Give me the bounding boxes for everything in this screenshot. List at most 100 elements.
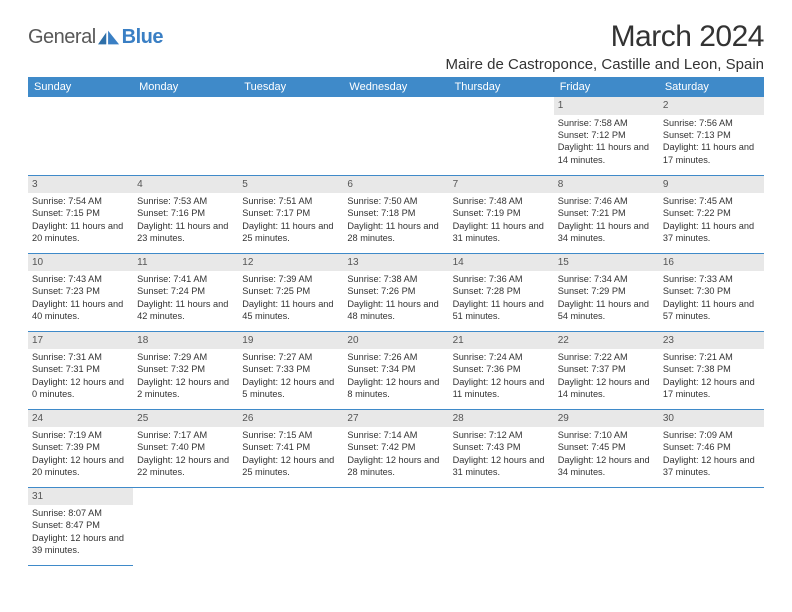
daylight: Daylight: 12 hours and 34 minutes. [558,454,655,479]
day-info: Sunrise: 7:15 AMSunset: 7:41 PMDaylight:… [238,429,343,481]
sails-icon [98,30,120,46]
calendar-week: 3Sunrise: 7:54 AMSunset: 7:15 PMDaylight… [28,175,764,253]
day-number: 29 [554,410,659,428]
day-info: Sunrise: 7:41 AMSunset: 7:24 PMDaylight:… [133,273,238,325]
day-info: Sunrise: 7:10 AMSunset: 7:45 PMDaylight:… [554,429,659,481]
calendar-day: 6Sunrise: 7:50 AMSunset: 7:18 PMDaylight… [343,175,448,253]
day-info: Sunrise: 7:21 AMSunset: 7:38 PMDaylight:… [659,351,764,403]
location: Maire de Castroponce, Castille and Leon,… [445,56,764,73]
calendar-day: 26Sunrise: 7:15 AMSunset: 7:41 PMDayligh… [238,409,343,487]
calendar-day: 21Sunrise: 7:24 AMSunset: 7:36 PMDayligh… [449,331,554,409]
daylight: Daylight: 11 hours and 37 minutes. [663,220,760,245]
month-title: March 2024 [445,20,764,54]
day-info: Sunrise: 7:53 AMSunset: 7:16 PMDaylight:… [133,195,238,247]
calendar-day: 31Sunrise: 8:07 AMSunset: 8:47 PMDayligh… [28,487,133,565]
day-info: Sunrise: 7:14 AMSunset: 7:42 PMDaylight:… [343,429,448,481]
day-info: Sunrise: 7:56 AMSunset: 7:13 PMDaylight:… [659,117,764,169]
daylight: Daylight: 12 hours and 5 minutes. [242,376,339,401]
calendar-empty [659,487,764,565]
calendar-day: 17Sunrise: 7:31 AMSunset: 7:31 PMDayligh… [28,331,133,409]
sunset: Sunset: 7:15 PM [32,207,129,219]
calendar-day: 1 Sunrise: 7:58 AMSunset: 7:12 PMDaylight… [554,97,659,175]
day-number: 10 [28,254,133,272]
sunrise: Sunrise: 7:58 AM [558,117,655,129]
sunset: Sunset: 7:40 PM [137,441,234,453]
daylight: Daylight: 11 hours and 25 minutes. [242,220,339,245]
sunset: Sunset: 7:37 PM [558,363,655,375]
day-number: 31 [28,488,133,506]
day-info: Sunrise: 7:38 AMSunset: 7:26 PMDaylight:… [343,273,448,325]
sunrise: Sunrise: 7:38 AM [347,273,444,285]
sunrise: Sunrise: 7:39 AM [242,273,339,285]
daylight: Daylight: 12 hours and 17 minutes. [663,376,760,401]
daylight: Daylight: 11 hours and 34 minutes. [558,220,655,245]
sunrise: Sunrise: 7:17 AM [137,429,234,441]
daylight: Daylight: 11 hours and 23 minutes. [137,220,234,245]
sunset: Sunset: 7:12 PM [558,129,655,141]
sunrise: Sunrise: 7:53 AM [137,195,234,207]
day-info: Sunrise: 7:26 AMSunset: 7:34 PMDaylight:… [343,351,448,403]
calendar-day: 19Sunrise: 7:27 AMSunset: 7:33 PMDayligh… [238,331,343,409]
day-info: Sunrise: 7:43 AMSunset: 7:23 PMDaylight:… [28,273,133,325]
calendar-day: 2 Sunrise: 7:56 AMSunset: 7:13 PMDaylight… [659,97,764,175]
calendar-week: 17Sunrise: 7:31 AMSunset: 7:31 PMDayligh… [28,331,764,409]
calendar-empty [238,487,343,565]
title-block: March 2024 Maire de Castroponce, Castill… [445,20,764,73]
calendar-empty [449,487,554,565]
sunset: Sunset: 7:29 PM [558,285,655,297]
daylight: Daylight: 11 hours and 31 minutes. [453,220,550,245]
calendar-empty [449,97,554,175]
day-number: 9 [659,176,764,194]
sunrise: Sunrise: 7:36 AM [453,273,550,285]
day-header: Saturday [659,77,764,97]
sunrise: Sunrise: 7:09 AM [663,429,760,441]
day-number: 14 [449,254,554,272]
sunrise: Sunrise: 7:33 AM [663,273,760,285]
sunset: Sunset: 7:45 PM [558,441,655,453]
calendar-day: 8Sunrise: 7:46 AMSunset: 7:21 PMDaylight… [554,175,659,253]
day-number: 12 [238,254,343,272]
header-row: General Blue March 2024 Maire de Castrop… [28,20,764,73]
day-info: Sunrise: 7:45 AMSunset: 7:22 PMDaylight:… [659,195,764,247]
sunset: Sunset: 7:19 PM [453,207,550,219]
sunrise: Sunrise: 7:48 AM [453,195,550,207]
daylight: Daylight: 12 hours and 25 minutes. [242,454,339,479]
calendar-empty [238,97,343,175]
daylight: Daylight: 12 hours and 11 minutes. [453,376,550,401]
daylight: Daylight: 11 hours and 57 minutes. [663,298,760,323]
daylight: Daylight: 11 hours and 17 minutes. [663,141,760,166]
day-info: Sunrise: 7:34 AMSunset: 7:29 PMDaylight:… [554,273,659,325]
day-number: 1 [554,97,659,115]
day-number: 25 [133,410,238,428]
daylight: Daylight: 11 hours and 20 minutes. [32,220,129,245]
day-info: Sunrise: 7:31 AMSunset: 7:31 PMDaylight:… [28,351,133,403]
daylight: Daylight: 11 hours and 14 minutes. [558,141,655,166]
sunset: Sunset: 7:16 PM [137,207,234,219]
sunrise: Sunrise: 7:31 AM [32,351,129,363]
calendar-week: 31Sunrise: 8:07 AMSunset: 8:47 PMDayligh… [28,487,764,565]
day-number: 28 [449,410,554,428]
sunrise: Sunrise: 7:19 AM [32,429,129,441]
sunrise: Sunrise: 7:27 AM [242,351,339,363]
sunrise: Sunrise: 7:50 AM [347,195,444,207]
calendar-day: 14Sunrise: 7:36 AMSunset: 7:28 PMDayligh… [449,253,554,331]
calendar-empty [133,97,238,175]
calendar-day: 24Sunrise: 7:19 AMSunset: 7:39 PMDayligh… [28,409,133,487]
logo-text-blue: Blue [122,26,163,49]
day-number: 26 [238,410,343,428]
sunrise: Sunrise: 7:21 AM [663,351,760,363]
daylight: Daylight: 11 hours and 54 minutes. [558,298,655,323]
calendar-empty [343,487,448,565]
daylight: Daylight: 12 hours and 14 minutes. [558,376,655,401]
sunrise: Sunrise: 7:34 AM [558,273,655,285]
day-info: Sunrise: 7:29 AMSunset: 7:32 PMDaylight:… [133,351,238,403]
calendar-table: SundayMondayTuesdayWednesdayThursdayFrid… [28,77,764,566]
day-info: Sunrise: 7:22 AMSunset: 7:37 PMDaylight:… [554,351,659,403]
day-number: 2 [659,97,764,115]
calendar-day: 18Sunrise: 7:29 AMSunset: 7:32 PMDayligh… [133,331,238,409]
day-info: Sunrise: 7:33 AMSunset: 7:30 PMDaylight:… [659,273,764,325]
daylight: Daylight: 12 hours and 2 minutes. [137,376,234,401]
day-number: 21 [449,332,554,350]
calendar-day: 22Sunrise: 7:22 AMSunset: 7:37 PMDayligh… [554,331,659,409]
sunset: Sunset: 7:41 PM [242,441,339,453]
